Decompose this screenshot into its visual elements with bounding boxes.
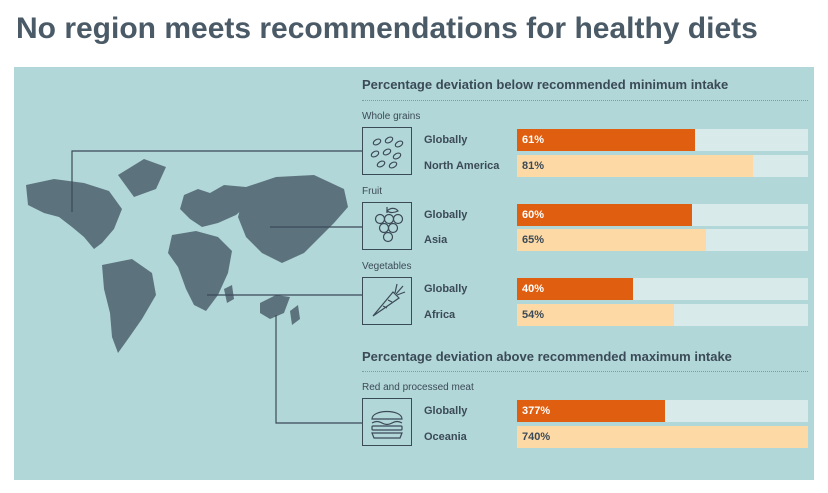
category-label-fruit: Fruit (362, 186, 382, 197)
bar-whole-grains-globally (517, 129, 695, 151)
section-heading-minimum: Percentage deviation below recommended m… (362, 77, 729, 92)
row-label-fruit-globally: Globally (424, 209, 468, 221)
section-divider-minimum (362, 100, 808, 101)
map-south-america (102, 259, 156, 353)
bar-fruit-asia (517, 229, 706, 251)
burger-icon (371, 410, 403, 439)
connector-north-america (71, 150, 362, 212)
icon-box-fruit (362, 202, 412, 250)
icon-box-red-meat (362, 398, 412, 446)
bar-red-meat-globally (517, 400, 665, 422)
bar-value-whole-grains-north-america: 81% (522, 160, 545, 172)
bar-track-vegetables-africa: 54% (517, 304, 808, 326)
icon-box-vegetables (362, 277, 412, 325)
row-label-fruit-asia: Asia (424, 234, 448, 246)
connector-oceania (275, 315, 362, 424)
bar-value-fruit-asia: 65% (522, 234, 545, 246)
category-label-whole-grains: Whole grains (362, 111, 421, 122)
bar-red-meat-oceania (517, 426, 808, 448)
row-label-red-meat-oceania: Oceania (424, 431, 467, 443)
bar-value-vegetables-globally: 40% (522, 283, 545, 295)
map-oceania-islands (290, 305, 300, 325)
grapes-icon (374, 207, 404, 243)
map-madagascar (224, 285, 234, 303)
row-label-whole-grains-globally: Globally (424, 134, 468, 146)
bar-track-fruit-globally: 60% (517, 204, 808, 226)
map-europe (180, 185, 250, 227)
icon-box-whole-grains (362, 127, 412, 175)
bar-fruit-globally (517, 204, 692, 226)
connector-lines (71, 150, 362, 424)
grains-icon (370, 136, 404, 169)
map-asia (238, 175, 348, 263)
chart-title: No region meets recommendations for heal… (16, 12, 758, 45)
map-greenland (118, 159, 166, 197)
bar-value-red-meat-globally: 377% (522, 405, 551, 417)
chart-panel: Percentage deviation below recommended m… (14, 67, 814, 480)
bar-track-vegetables-globally: 40% (517, 278, 808, 300)
bar-track-whole-grains-north-america: 81% (517, 155, 808, 177)
carrot-icon (372, 283, 406, 317)
bar-track-red-meat-globally: 377% (517, 400, 808, 422)
map-africa (168, 231, 232, 311)
bar-vegetables-africa (517, 304, 674, 326)
world-map (26, 159, 348, 353)
map-oceania-main (260, 295, 290, 319)
section-heading-maximum: Percentage deviation above recommended m… (362, 349, 732, 364)
bar-track-fruit-asia: 65% (517, 229, 808, 251)
category-label-vegetables: Vegetables (362, 261, 412, 272)
row-label-whole-grains-north-america: North America (424, 160, 500, 172)
bar-value-fruit-globally: 60% (522, 209, 545, 221)
row-label-vegetables-africa: Africa (424, 309, 456, 321)
bar-track-red-meat-oceania: 740% (517, 426, 808, 448)
row-label-vegetables-globally: Globally (424, 283, 468, 295)
bar-track-whole-grains-globally: 61% (517, 129, 808, 151)
bar-value-red-meat-oceania: 740% (522, 431, 551, 443)
section-divider-maximum (362, 371, 808, 372)
bar-vegetables-globally (517, 278, 633, 300)
map-north-america (26, 179, 122, 249)
bar-whole-grains-north-america (517, 155, 753, 177)
category-label-red-meat: Red and processed meat (362, 382, 474, 393)
bar-value-whole-grains-globally: 61% (522, 134, 545, 146)
bar-value-vegetables-africa: 54% (522, 309, 545, 321)
row-label-red-meat-globally: Globally (424, 405, 468, 417)
